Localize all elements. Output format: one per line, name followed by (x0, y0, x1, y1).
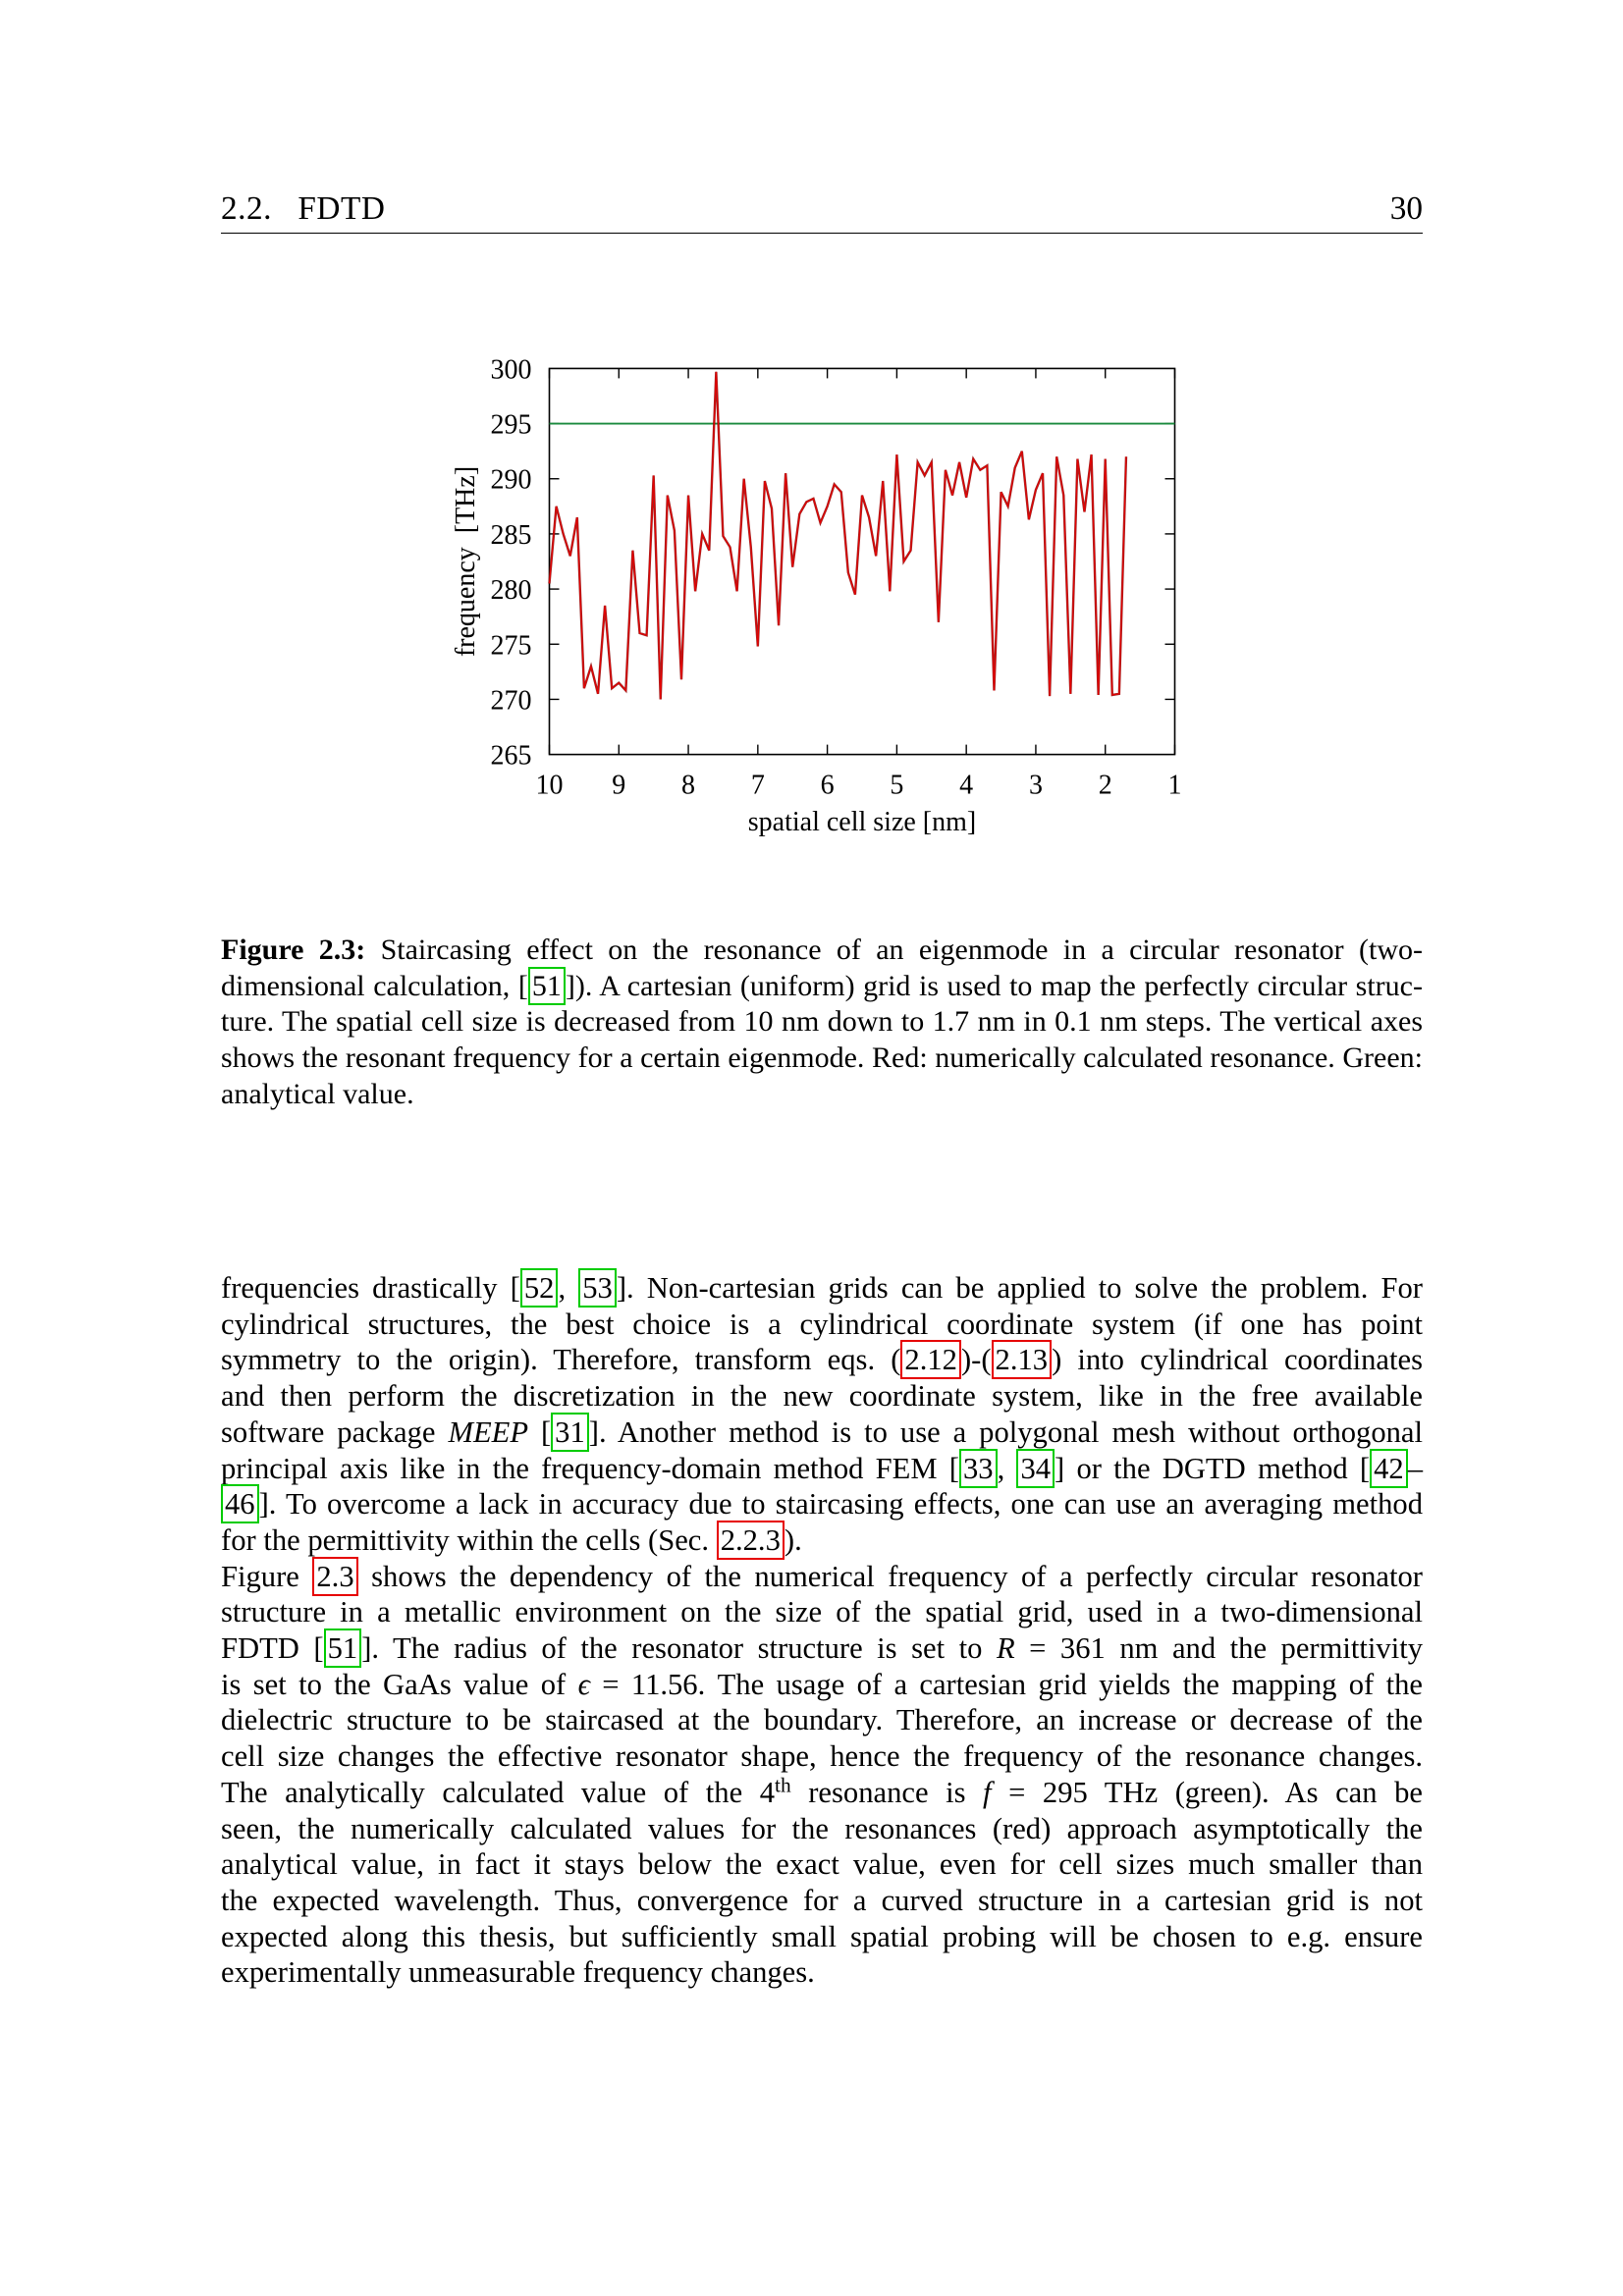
svg-text:1: 1 (1168, 771, 1182, 801)
svg-text:7: 7 (751, 771, 765, 801)
svg-text:280: 280 (491, 575, 532, 606)
svg-text:295: 295 (491, 410, 532, 441)
svg-text:300: 300 (491, 354, 532, 385)
svg-text:8: 8 (681, 771, 695, 801)
svg-text:4: 4 (959, 771, 973, 801)
svg-text:6: 6 (821, 771, 835, 801)
svg-text:270: 270 (491, 685, 532, 716)
svg-text:9: 9 (612, 771, 625, 801)
svg-text:2: 2 (1099, 771, 1112, 801)
svg-text:285: 285 (491, 520, 532, 551)
svg-text:275: 275 (491, 630, 532, 661)
svg-text:10: 10 (536, 771, 564, 801)
svg-text:265: 265 (491, 741, 532, 772)
svg-text:5: 5 (890, 771, 903, 801)
svg-text:290: 290 (491, 465, 532, 496)
svg-text:3: 3 (1029, 771, 1043, 801)
